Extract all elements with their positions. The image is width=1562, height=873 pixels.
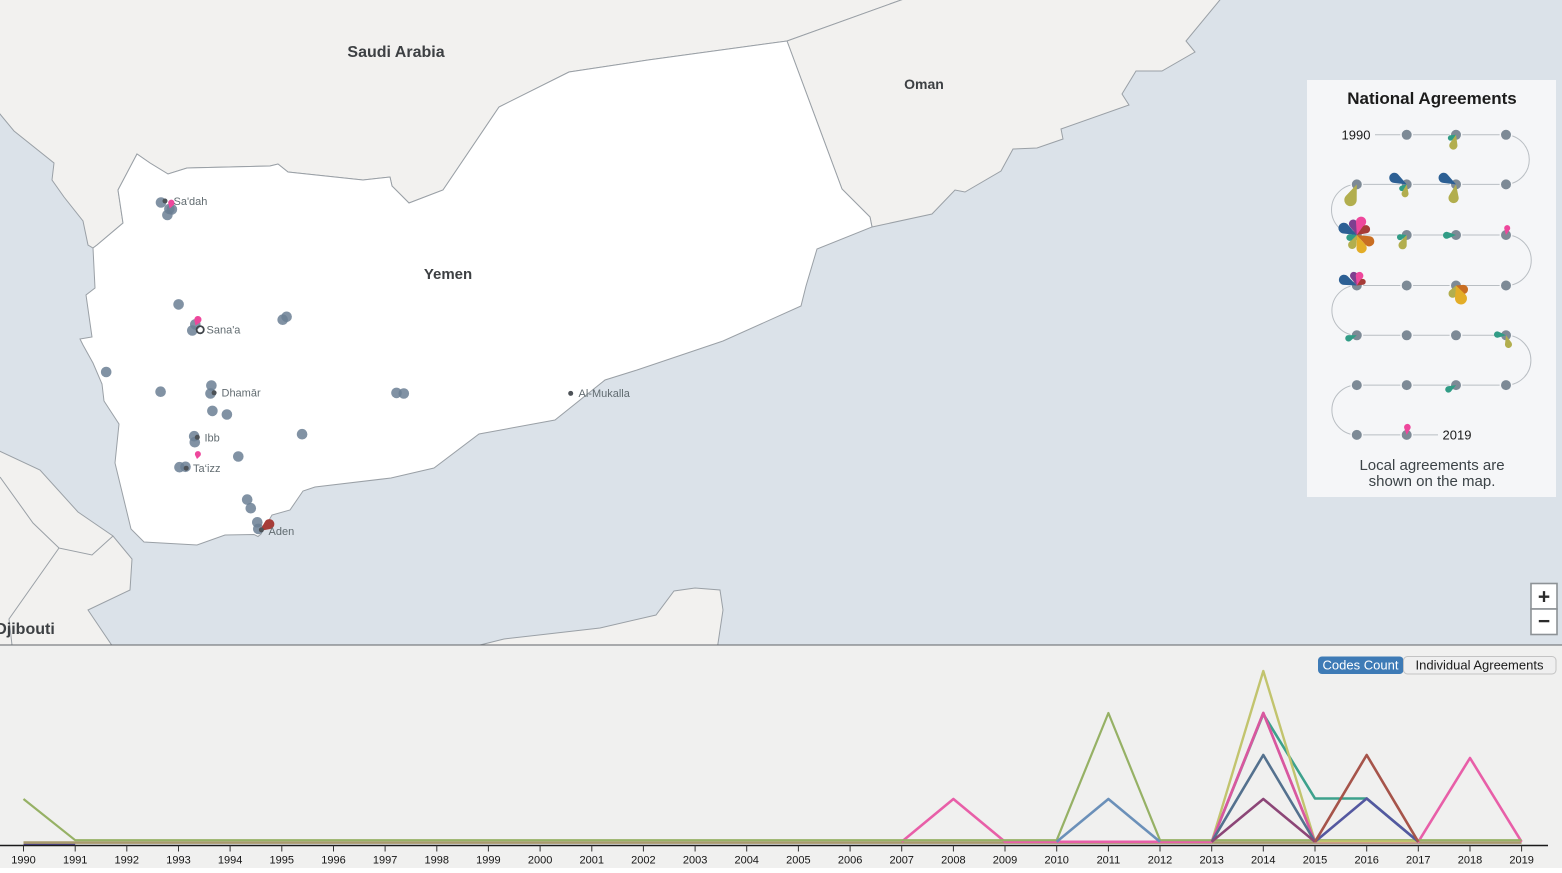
svg-text:1991: 1991 [63, 855, 87, 867]
svg-text:1990: 1990 [11, 855, 35, 867]
svg-text:2001: 2001 [580, 855, 604, 867]
svg-text:2019: 2019 [1509, 855, 1533, 867]
svg-text:1995: 1995 [270, 855, 294, 867]
svg-text:Saudi Arabia: Saudi Arabia [347, 44, 444, 61]
svg-text:Aden: Aden [269, 526, 295, 538]
svg-text:Codes Count: Codes Count [1323, 658, 1399, 673]
svg-text:Ta‘izz: Ta‘izz [193, 463, 221, 475]
svg-text:1992: 1992 [115, 855, 139, 867]
svg-text:2005: 2005 [786, 855, 810, 867]
svg-text:2016: 2016 [1354, 855, 1378, 867]
svg-text:1997: 1997 [373, 855, 397, 867]
svg-text:Yemen: Yemen [424, 266, 472, 283]
svg-text:2017: 2017 [1406, 855, 1430, 867]
svg-text:Sa'dah: Sa'dah [174, 196, 208, 208]
svg-text:1998: 1998 [425, 855, 449, 867]
svg-text:+: + [1538, 586, 1550, 609]
svg-text:Individual Agreements: Individual Agreements [1416, 658, 1544, 673]
svg-text:2013: 2013 [1199, 855, 1223, 867]
svg-text:1990: 1990 [1342, 127, 1371, 142]
svg-text:2007: 2007 [889, 855, 913, 867]
svg-text:2015: 2015 [1303, 855, 1327, 867]
svg-text:2004: 2004 [734, 855, 758, 867]
svg-text:1993: 1993 [166, 855, 190, 867]
svg-text:2002: 2002 [631, 855, 655, 867]
svg-text:Al-Mukalla: Al-Mukalla [579, 388, 631, 400]
svg-text:2012: 2012 [1148, 855, 1172, 867]
svg-text:−: − [1538, 610, 1550, 633]
svg-text:1994: 1994 [218, 855, 242, 867]
svg-text:Oman: Oman [904, 76, 944, 92]
svg-text:2009: 2009 [993, 855, 1017, 867]
svg-text:2008: 2008 [941, 855, 965, 867]
svg-text:Local agreements are: Local agreements are [1359, 457, 1504, 474]
svg-text:1996: 1996 [321, 855, 345, 867]
svg-text:2018: 2018 [1458, 855, 1482, 867]
svg-text:2019: 2019 [1443, 427, 1472, 442]
svg-text:2011: 2011 [1097, 855, 1121, 867]
svg-text:Ibb: Ibb [205, 432, 220, 444]
svg-text:2003: 2003 [683, 855, 707, 867]
svg-text:Djibouti: Djibouti [0, 621, 55, 638]
svg-text:Dhamār: Dhamār [222, 388, 261, 400]
svg-text:Sana'a: Sana'a [207, 325, 242, 337]
svg-text:2000: 2000 [528, 855, 552, 867]
svg-text:2014: 2014 [1251, 855, 1275, 867]
svg-text:shown on the map.: shown on the map. [1369, 473, 1496, 490]
svg-text:2006: 2006 [838, 855, 862, 867]
svg-text:2010: 2010 [1044, 855, 1068, 867]
svg-text:1999: 1999 [476, 855, 500, 867]
svg-text:National Agreements: National Agreements [1347, 89, 1516, 108]
